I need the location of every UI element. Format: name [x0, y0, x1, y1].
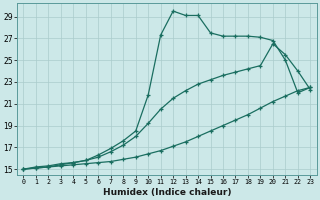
X-axis label: Humidex (Indice chaleur): Humidex (Indice chaleur) — [103, 188, 231, 197]
